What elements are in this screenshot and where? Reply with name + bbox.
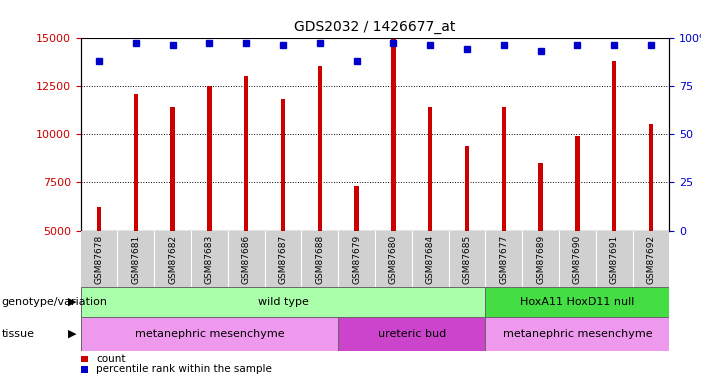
Bar <box>170 107 175 231</box>
Text: GSM87685: GSM87685 <box>463 235 472 284</box>
Text: wild type: wild type <box>257 297 308 307</box>
Text: GSM87679: GSM87679 <box>352 235 361 284</box>
Text: GSM87690: GSM87690 <box>573 235 582 284</box>
Text: ▶: ▶ <box>68 297 76 307</box>
Bar <box>81 317 338 351</box>
Text: GSM87686: GSM87686 <box>242 235 251 284</box>
Text: metanephric mesenchyme: metanephric mesenchyme <box>503 329 652 339</box>
Bar <box>281 99 285 231</box>
Bar <box>355 186 359 231</box>
Bar <box>649 124 653 231</box>
Bar <box>538 163 543 231</box>
Bar <box>485 287 669 317</box>
Text: GSM87682: GSM87682 <box>168 235 177 284</box>
Text: GSM87684: GSM87684 <box>426 235 435 284</box>
Text: GSM87692: GSM87692 <box>646 235 655 284</box>
Bar <box>134 93 138 231</box>
Bar <box>428 107 433 231</box>
Text: tissue: tissue <box>1 329 34 339</box>
Bar <box>244 76 248 231</box>
Text: count: count <box>96 354 125 364</box>
Text: ▶: ▶ <box>68 329 76 339</box>
Text: GSM87683: GSM87683 <box>205 235 214 284</box>
Bar <box>207 86 212 231</box>
Text: percentile rank within the sample: percentile rank within the sample <box>96 364 272 374</box>
Text: GSM87687: GSM87687 <box>278 235 287 284</box>
Text: GSM87689: GSM87689 <box>536 235 545 284</box>
Text: ureteric bud: ureteric bud <box>378 329 446 339</box>
Title: GDS2032 / 1426677_at: GDS2032 / 1426677_at <box>294 20 456 34</box>
Bar <box>318 66 322 231</box>
Bar <box>576 136 580 231</box>
Bar <box>81 287 485 317</box>
Bar <box>465 146 469 231</box>
Bar <box>97 207 101 231</box>
Text: genotype/variation: genotype/variation <box>1 297 107 307</box>
Text: GSM87681: GSM87681 <box>131 235 140 284</box>
Text: HoxA11 HoxD11 null: HoxA11 HoxD11 null <box>520 297 634 307</box>
Bar <box>612 61 616 231</box>
Text: GSM87678: GSM87678 <box>95 235 104 284</box>
Text: GSM87680: GSM87680 <box>389 235 398 284</box>
Text: GSM87691: GSM87691 <box>610 235 619 284</box>
Text: metanephric mesenchyme: metanephric mesenchyme <box>135 329 284 339</box>
Bar <box>338 317 485 351</box>
Text: GSM87688: GSM87688 <box>315 235 325 284</box>
Text: GSM87677: GSM87677 <box>499 235 508 284</box>
Bar <box>485 317 669 351</box>
Bar <box>502 107 506 231</box>
Bar <box>391 39 395 231</box>
